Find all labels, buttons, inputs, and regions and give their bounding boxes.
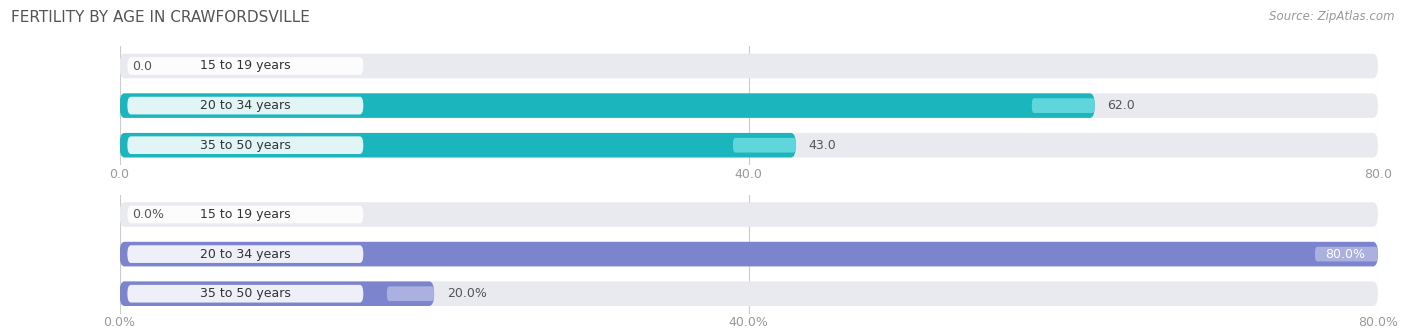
FancyBboxPatch shape — [120, 93, 1378, 118]
FancyBboxPatch shape — [1315, 247, 1378, 261]
FancyBboxPatch shape — [128, 57, 363, 75]
Text: 0.0: 0.0 — [132, 59, 152, 73]
FancyBboxPatch shape — [120, 242, 1378, 266]
Text: 80.0%: 80.0% — [1326, 248, 1365, 261]
FancyBboxPatch shape — [733, 138, 796, 152]
Text: 43.0: 43.0 — [808, 139, 837, 152]
FancyBboxPatch shape — [128, 97, 363, 115]
FancyBboxPatch shape — [120, 242, 1378, 266]
FancyBboxPatch shape — [128, 206, 363, 223]
FancyBboxPatch shape — [128, 285, 363, 303]
Text: 35 to 50 years: 35 to 50 years — [200, 287, 291, 300]
Text: 62.0: 62.0 — [1108, 99, 1135, 112]
FancyBboxPatch shape — [128, 245, 363, 263]
Text: 20.0%: 20.0% — [447, 287, 486, 300]
Text: 20 to 34 years: 20 to 34 years — [200, 248, 291, 261]
FancyBboxPatch shape — [120, 133, 1378, 157]
FancyBboxPatch shape — [120, 133, 796, 157]
FancyBboxPatch shape — [120, 281, 1378, 306]
FancyBboxPatch shape — [120, 281, 434, 306]
Text: 15 to 19 years: 15 to 19 years — [200, 208, 291, 221]
FancyBboxPatch shape — [120, 93, 1095, 118]
Text: 0.0%: 0.0% — [132, 208, 165, 221]
FancyBboxPatch shape — [128, 136, 363, 154]
FancyBboxPatch shape — [1032, 98, 1095, 113]
FancyBboxPatch shape — [120, 54, 1378, 78]
FancyBboxPatch shape — [120, 202, 1378, 227]
Text: 15 to 19 years: 15 to 19 years — [200, 59, 291, 73]
Text: 35 to 50 years: 35 to 50 years — [200, 139, 291, 152]
Text: Source: ZipAtlas.com: Source: ZipAtlas.com — [1270, 10, 1395, 23]
Text: FERTILITY BY AGE IN CRAWFORDSVILLE: FERTILITY BY AGE IN CRAWFORDSVILLE — [11, 10, 311, 25]
FancyBboxPatch shape — [387, 286, 434, 301]
Text: 20 to 34 years: 20 to 34 years — [200, 99, 291, 112]
